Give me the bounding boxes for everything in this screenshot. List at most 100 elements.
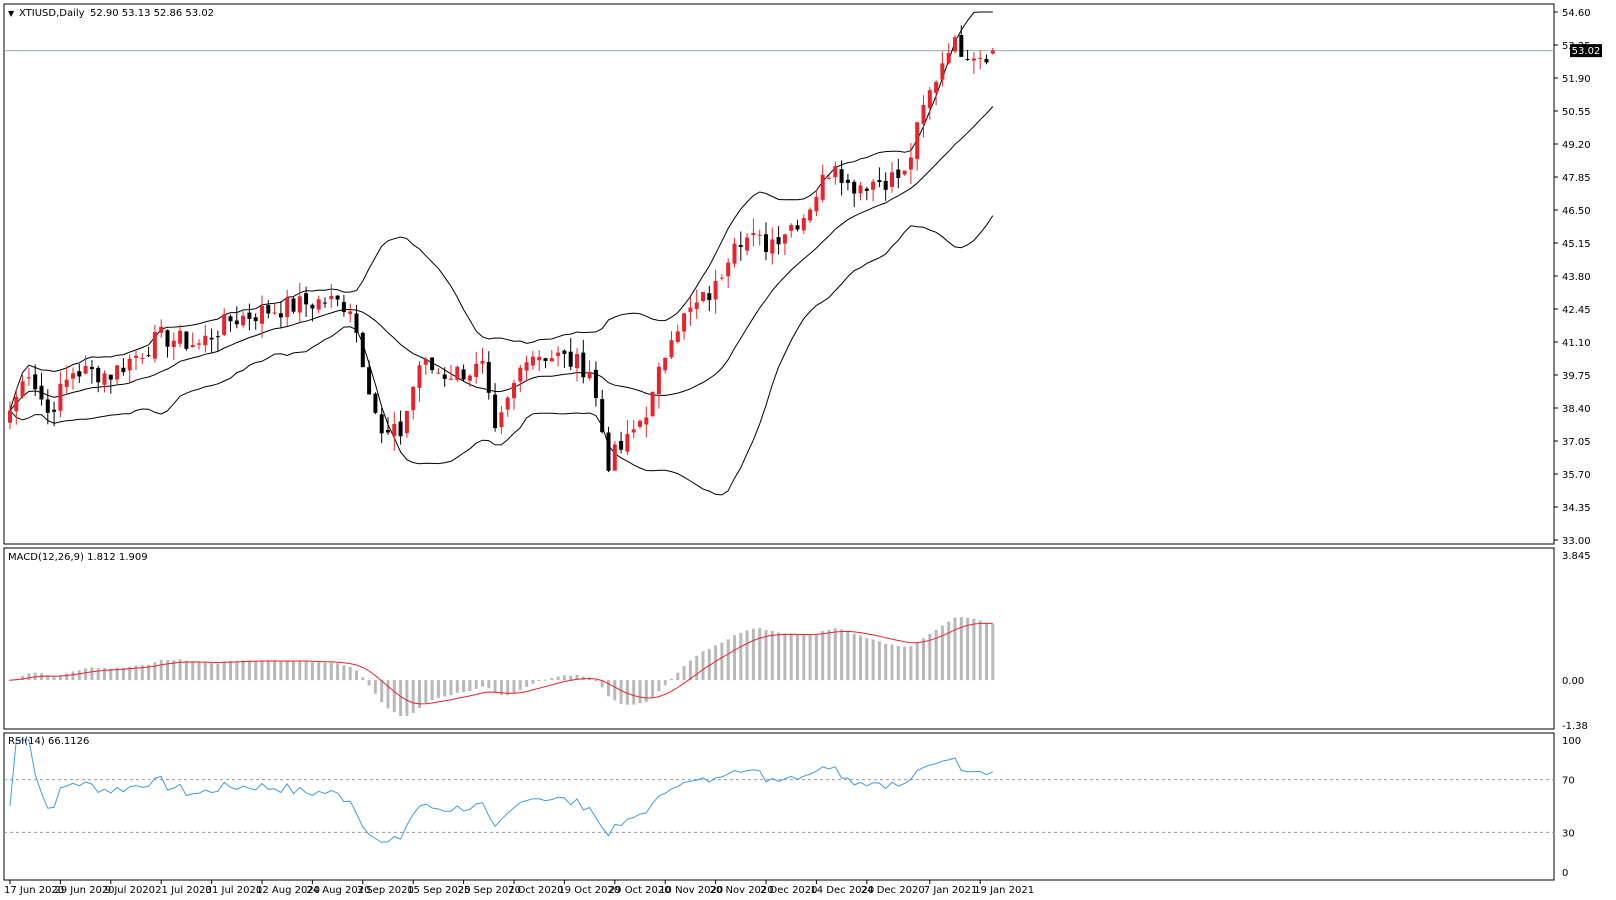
macd-bar xyxy=(852,633,856,681)
candle xyxy=(480,347,485,374)
macd-bar xyxy=(8,680,12,682)
macd-bar xyxy=(109,668,113,681)
rsi-line-group xyxy=(9,739,994,843)
candle xyxy=(575,348,579,382)
candle xyxy=(222,308,227,337)
candle xyxy=(820,164,825,203)
candle xyxy=(430,357,435,374)
candle xyxy=(486,351,491,400)
price-tick-label: 43.80 xyxy=(1562,272,1591,283)
rsi-tick-label: 30 xyxy=(1562,828,1575,839)
date-tick-label: 10 Nov 2020 xyxy=(659,885,723,896)
macd-bar xyxy=(934,630,938,681)
candle xyxy=(764,222,768,261)
candle xyxy=(184,331,189,351)
bollinger-bands xyxy=(9,11,994,496)
macd-bar xyxy=(777,632,781,681)
candle xyxy=(467,374,472,387)
candle xyxy=(449,364,453,381)
macd-bar xyxy=(814,633,818,681)
candle xyxy=(713,269,718,314)
rsi-level-lines xyxy=(4,779,1554,833)
candle xyxy=(625,420,630,456)
candle xyxy=(795,219,800,232)
candle xyxy=(398,410,403,445)
macd-bar xyxy=(638,680,642,704)
date-tick-label: 15 Sep 2020 xyxy=(407,885,470,896)
macd-bar xyxy=(877,641,881,681)
macd-bar xyxy=(733,635,736,681)
macd-bar xyxy=(191,661,195,681)
macd-bar xyxy=(714,645,718,681)
macd-bar xyxy=(770,630,774,681)
date-tick-label: 7 Jan 2021 xyxy=(924,885,978,896)
candle xyxy=(719,274,724,281)
macd-bar xyxy=(405,680,409,716)
candle xyxy=(940,51,945,87)
macd-bar xyxy=(619,680,623,704)
macd-bar xyxy=(846,630,850,681)
candle xyxy=(745,232,750,256)
candle xyxy=(260,295,264,338)
rsi-tick-label: 70 xyxy=(1562,776,1575,787)
macd-bar xyxy=(537,680,541,682)
candle xyxy=(562,349,567,369)
candle xyxy=(33,364,38,396)
candle xyxy=(902,170,907,176)
rsi-panel-frame xyxy=(3,732,1555,881)
macd-bar xyxy=(890,644,894,681)
candle xyxy=(801,214,806,234)
candle xyxy=(505,396,510,417)
macd-bar xyxy=(399,680,403,717)
macd-bar xyxy=(411,680,415,713)
candle xyxy=(669,331,674,360)
macd-bar xyxy=(172,660,176,681)
candle xyxy=(858,181,863,201)
macd-bar xyxy=(52,676,56,681)
candle xyxy=(782,233,787,256)
candle xyxy=(965,49,970,61)
macd-bar xyxy=(556,676,560,681)
candle xyxy=(140,352,145,365)
candle xyxy=(20,375,25,399)
candle xyxy=(404,410,409,438)
candle xyxy=(297,282,302,324)
macd-bar xyxy=(789,633,793,681)
macd-bar xyxy=(764,630,768,681)
candle xyxy=(732,237,737,268)
candle xyxy=(14,388,19,425)
candle xyxy=(316,295,321,314)
macd-bar xyxy=(96,668,100,681)
candle xyxy=(323,297,327,308)
date-tick-label: 9 Jul 2020 xyxy=(105,885,155,896)
macd-bar xyxy=(506,680,510,696)
macd-bar xyxy=(77,670,81,681)
candle xyxy=(241,310,246,328)
macd-bar xyxy=(329,662,333,681)
macd-bar xyxy=(90,667,94,681)
candle xyxy=(442,367,447,387)
candle xyxy=(493,383,498,432)
macd-bar xyxy=(607,680,610,697)
macd-bar xyxy=(726,639,730,681)
macd-bar xyxy=(594,680,598,682)
rsi-label: RSI(14) 66.1126 xyxy=(8,736,89,747)
candle xyxy=(367,360,372,395)
macd-bar xyxy=(758,628,762,681)
candle xyxy=(436,367,441,374)
candle xyxy=(808,207,813,223)
candle xyxy=(518,364,523,393)
date-tick-label: 24 Dec 2020 xyxy=(861,885,925,896)
macd-bar xyxy=(260,660,264,681)
macd-bar xyxy=(544,679,547,681)
candle xyxy=(619,431,624,454)
candle xyxy=(71,367,75,390)
macd-bar xyxy=(499,680,503,696)
candle xyxy=(39,372,44,406)
candle xyxy=(8,401,12,430)
macd-bar xyxy=(575,674,579,681)
candle xyxy=(927,87,932,120)
macd-bar xyxy=(317,662,321,681)
candle xyxy=(272,304,277,315)
